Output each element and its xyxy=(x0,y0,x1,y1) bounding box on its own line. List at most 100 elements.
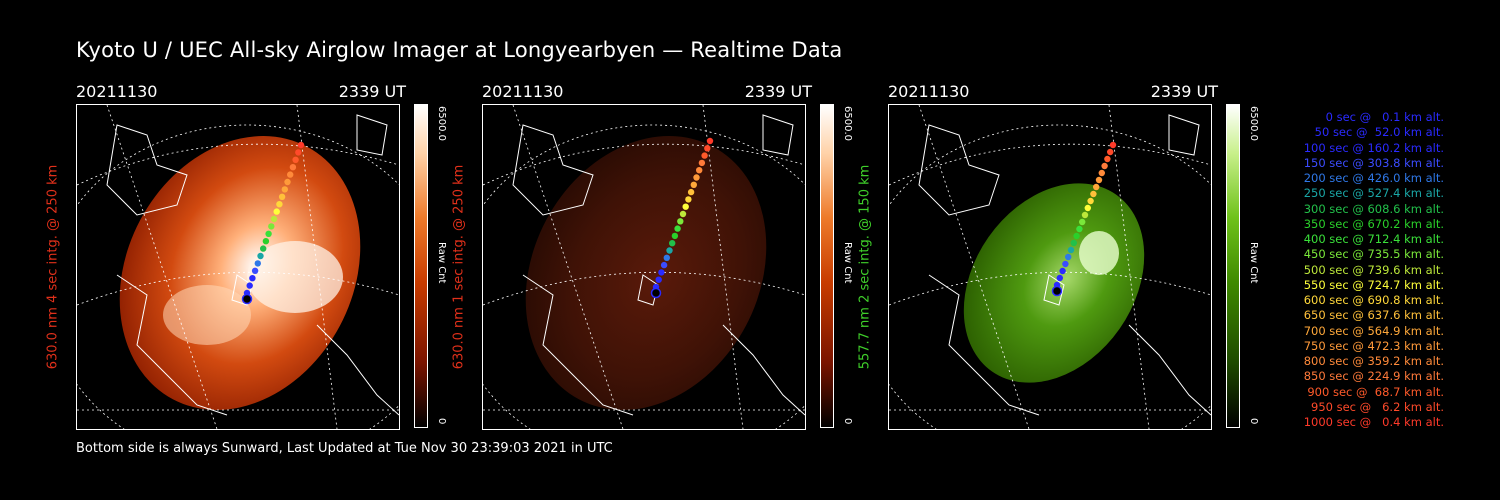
trajectory-point xyxy=(278,193,286,200)
trajectory-point xyxy=(260,245,267,252)
panel-630nm-1sec: 20211130 2339 UT 630.0 nm 1 sec intg. @ … xyxy=(452,82,902,432)
trajectory-point xyxy=(685,196,692,203)
legend-row: 50 sec @ 52.0 km alt. xyxy=(1314,125,1444,140)
trajectory-point xyxy=(1070,239,1077,247)
trajectory-point xyxy=(1084,204,1091,212)
airglow-image xyxy=(76,104,400,430)
trajectory-point xyxy=(660,261,668,269)
colorbar-unit-label: Raw Cnt xyxy=(436,242,447,284)
colorbar xyxy=(1226,104,1240,428)
panel-ylabel-text: 630.0 nm 4 sec intg. @ 250 km xyxy=(45,164,61,370)
trajectory-point xyxy=(669,240,676,247)
panel-date: 20211130 xyxy=(482,82,564,101)
page-title: Kyoto U / UEC All-sky Airglow Imager at … xyxy=(76,38,843,62)
panel-557nm-2sec: 20211130 2339 UT 557.7 nm 2 sec intg. @ … xyxy=(858,82,1308,432)
colorbar xyxy=(414,104,428,428)
legend-row: 0 sec @ 0.1 km alt. xyxy=(1325,110,1444,124)
aurora-bright-patch xyxy=(247,241,343,313)
trajectory-point xyxy=(704,145,711,152)
trajectory-point xyxy=(1065,253,1072,261)
trajectory-point xyxy=(1062,260,1069,268)
trajectory-point xyxy=(696,167,703,174)
legend-row: 100 sec @ 160.2 km alt. xyxy=(1303,140,1444,155)
trajectory xyxy=(1051,141,1117,297)
trajectory-legend: 0 sec @ 0.1 km alt. 50 sec @ 52.0 km alt.… xyxy=(1262,110,1444,430)
trajectory-point xyxy=(1093,183,1100,191)
trajectory-point xyxy=(658,269,665,276)
colorbar-unit-label: Raw Cnt xyxy=(842,242,853,284)
trajectory-point xyxy=(270,215,278,223)
legend-row: 950 sec @ 6.2 km alt. xyxy=(1311,399,1444,414)
trajectory-point xyxy=(682,203,689,210)
coastline xyxy=(918,114,1211,416)
trajectory-point xyxy=(666,247,673,254)
trajectory-point xyxy=(268,223,275,230)
colorbar-max-label: 6500.0 xyxy=(842,106,853,141)
panel-ylabel: 630.0 nm 4 sec intg. @ 250 km xyxy=(41,104,65,430)
trajectory-point xyxy=(295,149,302,156)
trajectory-point xyxy=(292,156,299,163)
panel-630nm-4sec: 20211130 2339 UT 630.0 nm 4 sec intg. @ … xyxy=(46,82,496,432)
legend-row: 600 sec @ 690.8 km alt. xyxy=(1303,293,1444,307)
coastline xyxy=(512,114,805,416)
trajectory-point xyxy=(1090,190,1097,198)
panel-date: 20211130 xyxy=(888,82,970,101)
airglow-sky-ellipse xyxy=(963,183,1145,383)
trajectory-point xyxy=(273,208,280,215)
trajectory-point xyxy=(251,267,259,274)
legend-row: 300 sec @ 608.6 km alt. xyxy=(1303,201,1444,216)
aurora-bright-patch xyxy=(1079,231,1119,275)
coastline xyxy=(106,114,399,416)
airglow-image xyxy=(482,104,806,430)
trajectory-point xyxy=(701,152,708,159)
trajectory-point xyxy=(674,225,681,232)
trajectory-point xyxy=(1059,267,1066,275)
trajectory-point xyxy=(254,260,261,267)
legend-row: 850 sec @ 224.9 km alt. xyxy=(1303,369,1444,384)
trajectory-point xyxy=(1073,232,1080,240)
colorbar-max-label: 6500.0 xyxy=(1248,106,1259,141)
trajectory-point xyxy=(1081,211,1089,219)
footer-note: Bottom side is always Sunward, Last Upda… xyxy=(76,441,613,456)
panel-ylabel-text: 557.7 nm 2 sec intg. @ 150 km xyxy=(857,164,873,370)
trajectory-point xyxy=(246,282,253,289)
trajectory xyxy=(241,141,305,305)
trajectory-point xyxy=(287,171,294,178)
legend-row: 550 sec @ 724.7 km alt. xyxy=(1303,277,1444,292)
legend-row: 200 sec @ 426.0 km alt. xyxy=(1303,171,1444,185)
trajectory-point xyxy=(1107,148,1114,156)
trajectory-point xyxy=(706,137,714,145)
airglow-sky-ellipse xyxy=(525,136,767,410)
trajectory-point xyxy=(1067,246,1075,254)
trajectory-point xyxy=(284,178,291,186)
trajectory-point xyxy=(690,181,697,188)
airglow-map-svg xyxy=(483,105,805,429)
legend-row: 700 sec @ 564.9 km alt. xyxy=(1303,323,1444,338)
legend-row: 1000 sec @ 0.4 km alt. xyxy=(1303,415,1444,429)
legend-row: 750 sec @ 472.3 km alt. xyxy=(1303,338,1444,353)
trajectory-point xyxy=(1095,176,1103,184)
colorbar-min-label: 0 xyxy=(436,418,447,425)
panel-date: 20211130 xyxy=(76,82,158,101)
colorbar-min-label: 0 xyxy=(842,418,853,425)
grid-lines xyxy=(889,105,1211,429)
colorbar-max-label: 6500.0 xyxy=(436,106,447,141)
trajectory-point xyxy=(1101,162,1108,170)
trajectory-point xyxy=(1056,274,1063,282)
panel-ylabel: 557.7 nm 2 sec intg. @ 150 km xyxy=(853,104,877,430)
launch-site-marker xyxy=(241,293,253,305)
legend-row: 400 sec @ 712.4 km alt. xyxy=(1303,232,1444,246)
trajectory-point xyxy=(671,232,679,240)
legend-row: 250 sec @ 527.4 km alt. xyxy=(1303,186,1444,201)
panel-ylabel-text: 630.0 nm 1 sec intg. @ 250 km xyxy=(451,164,467,370)
colorbar-unit-label: Raw Cnt xyxy=(1248,242,1259,284)
colorbar-min-label: 0 xyxy=(1248,418,1259,425)
grid-lines xyxy=(77,105,399,429)
legend-row: 900 sec @ 68.7 km alt. xyxy=(1307,384,1444,399)
trajectory-point xyxy=(265,230,272,237)
grid-lines xyxy=(483,105,805,429)
trajectory-point xyxy=(257,252,264,260)
trajectory-point xyxy=(1098,169,1105,177)
trajectory-point xyxy=(663,254,670,261)
trajectory-point xyxy=(1104,155,1111,163)
